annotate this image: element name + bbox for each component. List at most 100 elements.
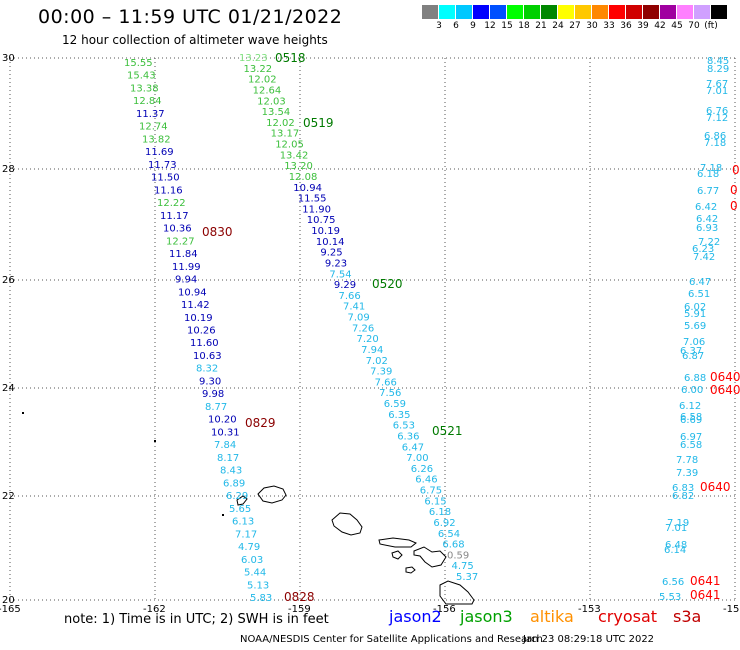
swh-value-left-track: 11.37 — [136, 109, 165, 120]
color-swatch — [575, 5, 592, 19]
swh-value-right-track: 6.47 — [689, 277, 711, 288]
swh-value-left-track: 10.94 — [178, 287, 207, 298]
color-swatch — [643, 5, 660, 19]
swh-value-right-track: 6.58 — [680, 440, 702, 451]
swh-value-mid-track: 13.20 — [284, 161, 313, 172]
swh-value-right-track: 6.77 — [697, 186, 719, 197]
swh-value-mid-track: 6.26 — [411, 464, 433, 475]
pass-time-label: 0640 — [710, 370, 740, 384]
maui-island — [413, 546, 447, 568]
swh-value-mid-track: 9.25 — [320, 248, 342, 259]
swh-value-mid-track: 7.66 — [375, 377, 397, 388]
swh-value-mid-track: 6.54 — [438, 529, 460, 540]
swh-value-left-track: 11.69 — [145, 147, 174, 158]
pass-time-label: 0640 — [700, 480, 731, 494]
color-swatch — [456, 5, 473, 19]
pass-time-label: 0828 — [284, 590, 315, 604]
swh-value-mid-track: 0.59 — [447, 550, 469, 561]
swh-value-left-track: 10.31 — [211, 427, 240, 438]
swh-value-mid-track: 10.19 — [311, 226, 340, 237]
lanai-island — [391, 550, 403, 560]
swh-value-mid-track: 7.26 — [352, 323, 374, 334]
swh-value-right-track: 6.83 — [672, 483, 694, 494]
lat-tick-label: 28 — [2, 164, 15, 175]
swh-value-right-track: 6.51 — [688, 289, 710, 300]
color-swatch — [677, 5, 694, 19]
swh-value-left-track: 5.83 — [250, 593, 272, 604]
color-swatch — [541, 5, 558, 19]
swh-value-mid-track: 12.03 — [257, 96, 286, 107]
axis-tick-labels: 30 28 26 24 22 20-165 -162 -159 -156 -153 -150 — [0, 53, 740, 615]
swh-value-right-track: 8.29 — [707, 64, 729, 75]
color-scale-tick: 24 — [552, 21, 564, 31]
swh-value-mid-track: 12.02 — [266, 118, 295, 129]
swh-value-mid-track: 7.56 — [379, 388, 401, 399]
swh-value-right-track: 5.69 — [684, 321, 706, 332]
color-scale-tick: 36 — [620, 21, 632, 31]
swh-value-mid-track: 12.64 — [253, 85, 282, 96]
swh-value-left-track: 5.65 — [229, 504, 251, 515]
swh-value-mid-track: 7.54 — [329, 269, 351, 280]
lat-lon-grid — [9, 57, 736, 601]
niihau-island — [236, 495, 248, 506]
swh-value-mid-track: 6.92 — [433, 518, 455, 529]
swh-value-right-track: 6.42 — [695, 202, 717, 213]
swh-value-left-track: 12.27 — [166, 236, 195, 247]
swh-value-right-track: 5.53 — [659, 592, 681, 603]
color-scale-tick: 6 — [453, 21, 459, 31]
island-dot — [222, 514, 224, 516]
swh-value-right-track: 7.22 — [698, 237, 720, 248]
island-dot — [22, 412, 24, 414]
lon-tick-label: -153 — [578, 604, 601, 615]
swh-value-mid-track: 13.54 — [262, 107, 291, 118]
island-dot — [154, 440, 156, 442]
swh-value-mid-track: 9.23 — [325, 258, 347, 269]
swh-value-left-track: 7.17 — [235, 529, 257, 540]
swh-value-mid-track: 12.05 — [275, 140, 304, 151]
pass-time-label: 0 — [730, 199, 738, 213]
swh-value-mid-track: 6.15 — [424, 496, 446, 507]
swh-value-right-track: 6.86 — [704, 131, 726, 142]
pass-time-label: 0829 — [245, 416, 276, 430]
swh-value-right-track: 6.23 — [692, 244, 714, 255]
color-swatch — [439, 5, 456, 19]
color-scale-ticks: 3 6 9 12 15 18 21 24 27 30 33 36 39 42 45 70 (ft) — [422, 21, 740, 33]
swh-value-mid-track: 6.53 — [393, 421, 415, 432]
swh-value-left-track: 8.32 — [196, 364, 218, 375]
pass-time-label: 0 — [730, 183, 738, 197]
color-scale-tick: 42 — [654, 21, 666, 31]
kahoolawe-island — [405, 566, 416, 574]
swh-value-left-track: 9.30 — [199, 377, 221, 388]
pass-time-label: 0518 — [275, 51, 306, 65]
swh-value-mid-track: 7.20 — [357, 334, 379, 345]
swh-value-right-track: 7.06 — [683, 337, 705, 348]
swh-value-mid-track: 13.23 — [239, 53, 268, 64]
swh-value-left-track: 10.36 — [163, 224, 192, 235]
swh-value-left-track: 4.79 — [238, 542, 260, 553]
swh-value-mid-track: 12.08 — [289, 172, 318, 183]
swh-value-right-track: 6.87 — [682, 351, 704, 362]
color-scale-tick: 70 — [688, 21, 700, 31]
swh-value-mid-track: 6.59 — [384, 399, 406, 410]
color-scale-bar — [422, 5, 728, 19]
hawaii-islands — [236, 485, 475, 605]
swh-value-right-track: 6.76 — [706, 106, 728, 117]
swh-value-mid-track: 13.42 — [280, 150, 309, 161]
map-subtitle: 12 hour collection of altimeter wave hei… — [62, 33, 328, 47]
swh-value-mid-track: 11.55 — [298, 194, 327, 205]
swh-value-left-track: 12.74 — [139, 122, 168, 133]
swh-value-right-track: 7.42 — [693, 252, 715, 263]
color-swatch — [660, 5, 677, 19]
swh-value-left-track: 11.50 — [151, 173, 180, 184]
legend-jason2: jason2 — [389, 607, 442, 626]
lat-tick-label: 24 — [2, 383, 15, 394]
swh-value-mid-track: 7.09 — [348, 313, 370, 324]
swh-value-right-track: 8.45 — [707, 56, 729, 67]
swh-value-left-track: 8.43 — [220, 466, 242, 477]
swh-value-right-track: 6.69 — [680, 415, 702, 426]
molokai-island — [378, 537, 417, 548]
color-swatch — [524, 5, 541, 19]
color-swatch — [507, 5, 524, 19]
